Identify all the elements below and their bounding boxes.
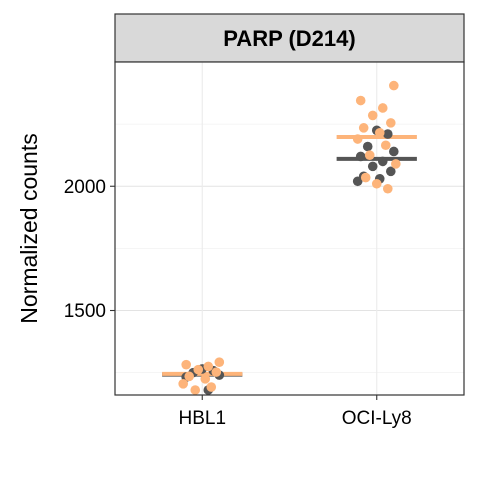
data-point [200, 374, 210, 384]
data-point [389, 81, 399, 91]
data-point [178, 379, 188, 389]
data-point [353, 134, 363, 144]
data-point [365, 150, 375, 160]
data-point [181, 360, 191, 370]
data-point [203, 362, 213, 372]
data-point [193, 365, 203, 375]
data-point [215, 357, 225, 367]
y-tick-label: 2000 [64, 177, 106, 198]
data-point [184, 372, 194, 382]
x-tick-label: HBL1 [178, 408, 226, 429]
data-point [372, 179, 382, 189]
data-point [363, 142, 373, 152]
data-point [375, 128, 385, 138]
data-point [206, 382, 216, 392]
plot-panel [115, 62, 464, 395]
data-point [368, 111, 378, 121]
y-axis-title: Normalized counts [16, 133, 42, 323]
data-point [386, 118, 396, 128]
y-tick-label: 1500 [64, 301, 106, 322]
data-point [211, 367, 221, 377]
data-point [368, 162, 378, 172]
data-point [381, 140, 391, 150]
data-point [190, 385, 200, 395]
data-point [389, 147, 399, 157]
data-point [383, 129, 393, 139]
data-point [383, 184, 393, 194]
data-point [391, 159, 401, 169]
data-point [361, 173, 371, 183]
data-point [356, 152, 366, 162]
x-tick-label: OCI-Ly8 [342, 408, 412, 429]
facet-strip-title: PARP (D214) [223, 26, 355, 51]
data-point [356, 96, 366, 106]
data-point [359, 123, 369, 133]
data-point [378, 103, 388, 113]
data-point [378, 157, 388, 167]
